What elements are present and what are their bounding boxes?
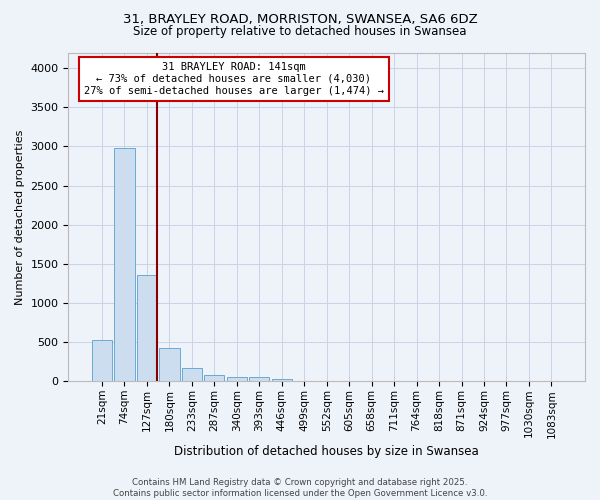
Text: Size of property relative to detached houses in Swansea: Size of property relative to detached ho… xyxy=(133,25,467,38)
Bar xyxy=(272,379,292,382)
Text: 31 BRAYLEY ROAD: 141sqm
← 73% of detached houses are smaller (4,030)
27% of semi: 31 BRAYLEY ROAD: 141sqm ← 73% of detache… xyxy=(84,62,384,96)
Y-axis label: Number of detached properties: Number of detached properties xyxy=(15,129,25,304)
X-axis label: Distribution of detached houses by size in Swansea: Distribution of detached houses by size … xyxy=(175,444,479,458)
Bar xyxy=(137,275,157,382)
Bar xyxy=(182,368,202,382)
Bar xyxy=(159,348,179,382)
Bar xyxy=(204,374,224,382)
Bar xyxy=(92,340,112,382)
Text: Contains HM Land Registry data © Crown copyright and database right 2025.
Contai: Contains HM Land Registry data © Crown c… xyxy=(113,478,487,498)
Bar xyxy=(249,378,269,382)
Bar xyxy=(227,377,247,382)
Bar xyxy=(115,148,134,382)
Text: 31, BRAYLEY ROAD, MORRISTON, SWANSEA, SA6 6DZ: 31, BRAYLEY ROAD, MORRISTON, SWANSEA, SA… xyxy=(122,12,478,26)
